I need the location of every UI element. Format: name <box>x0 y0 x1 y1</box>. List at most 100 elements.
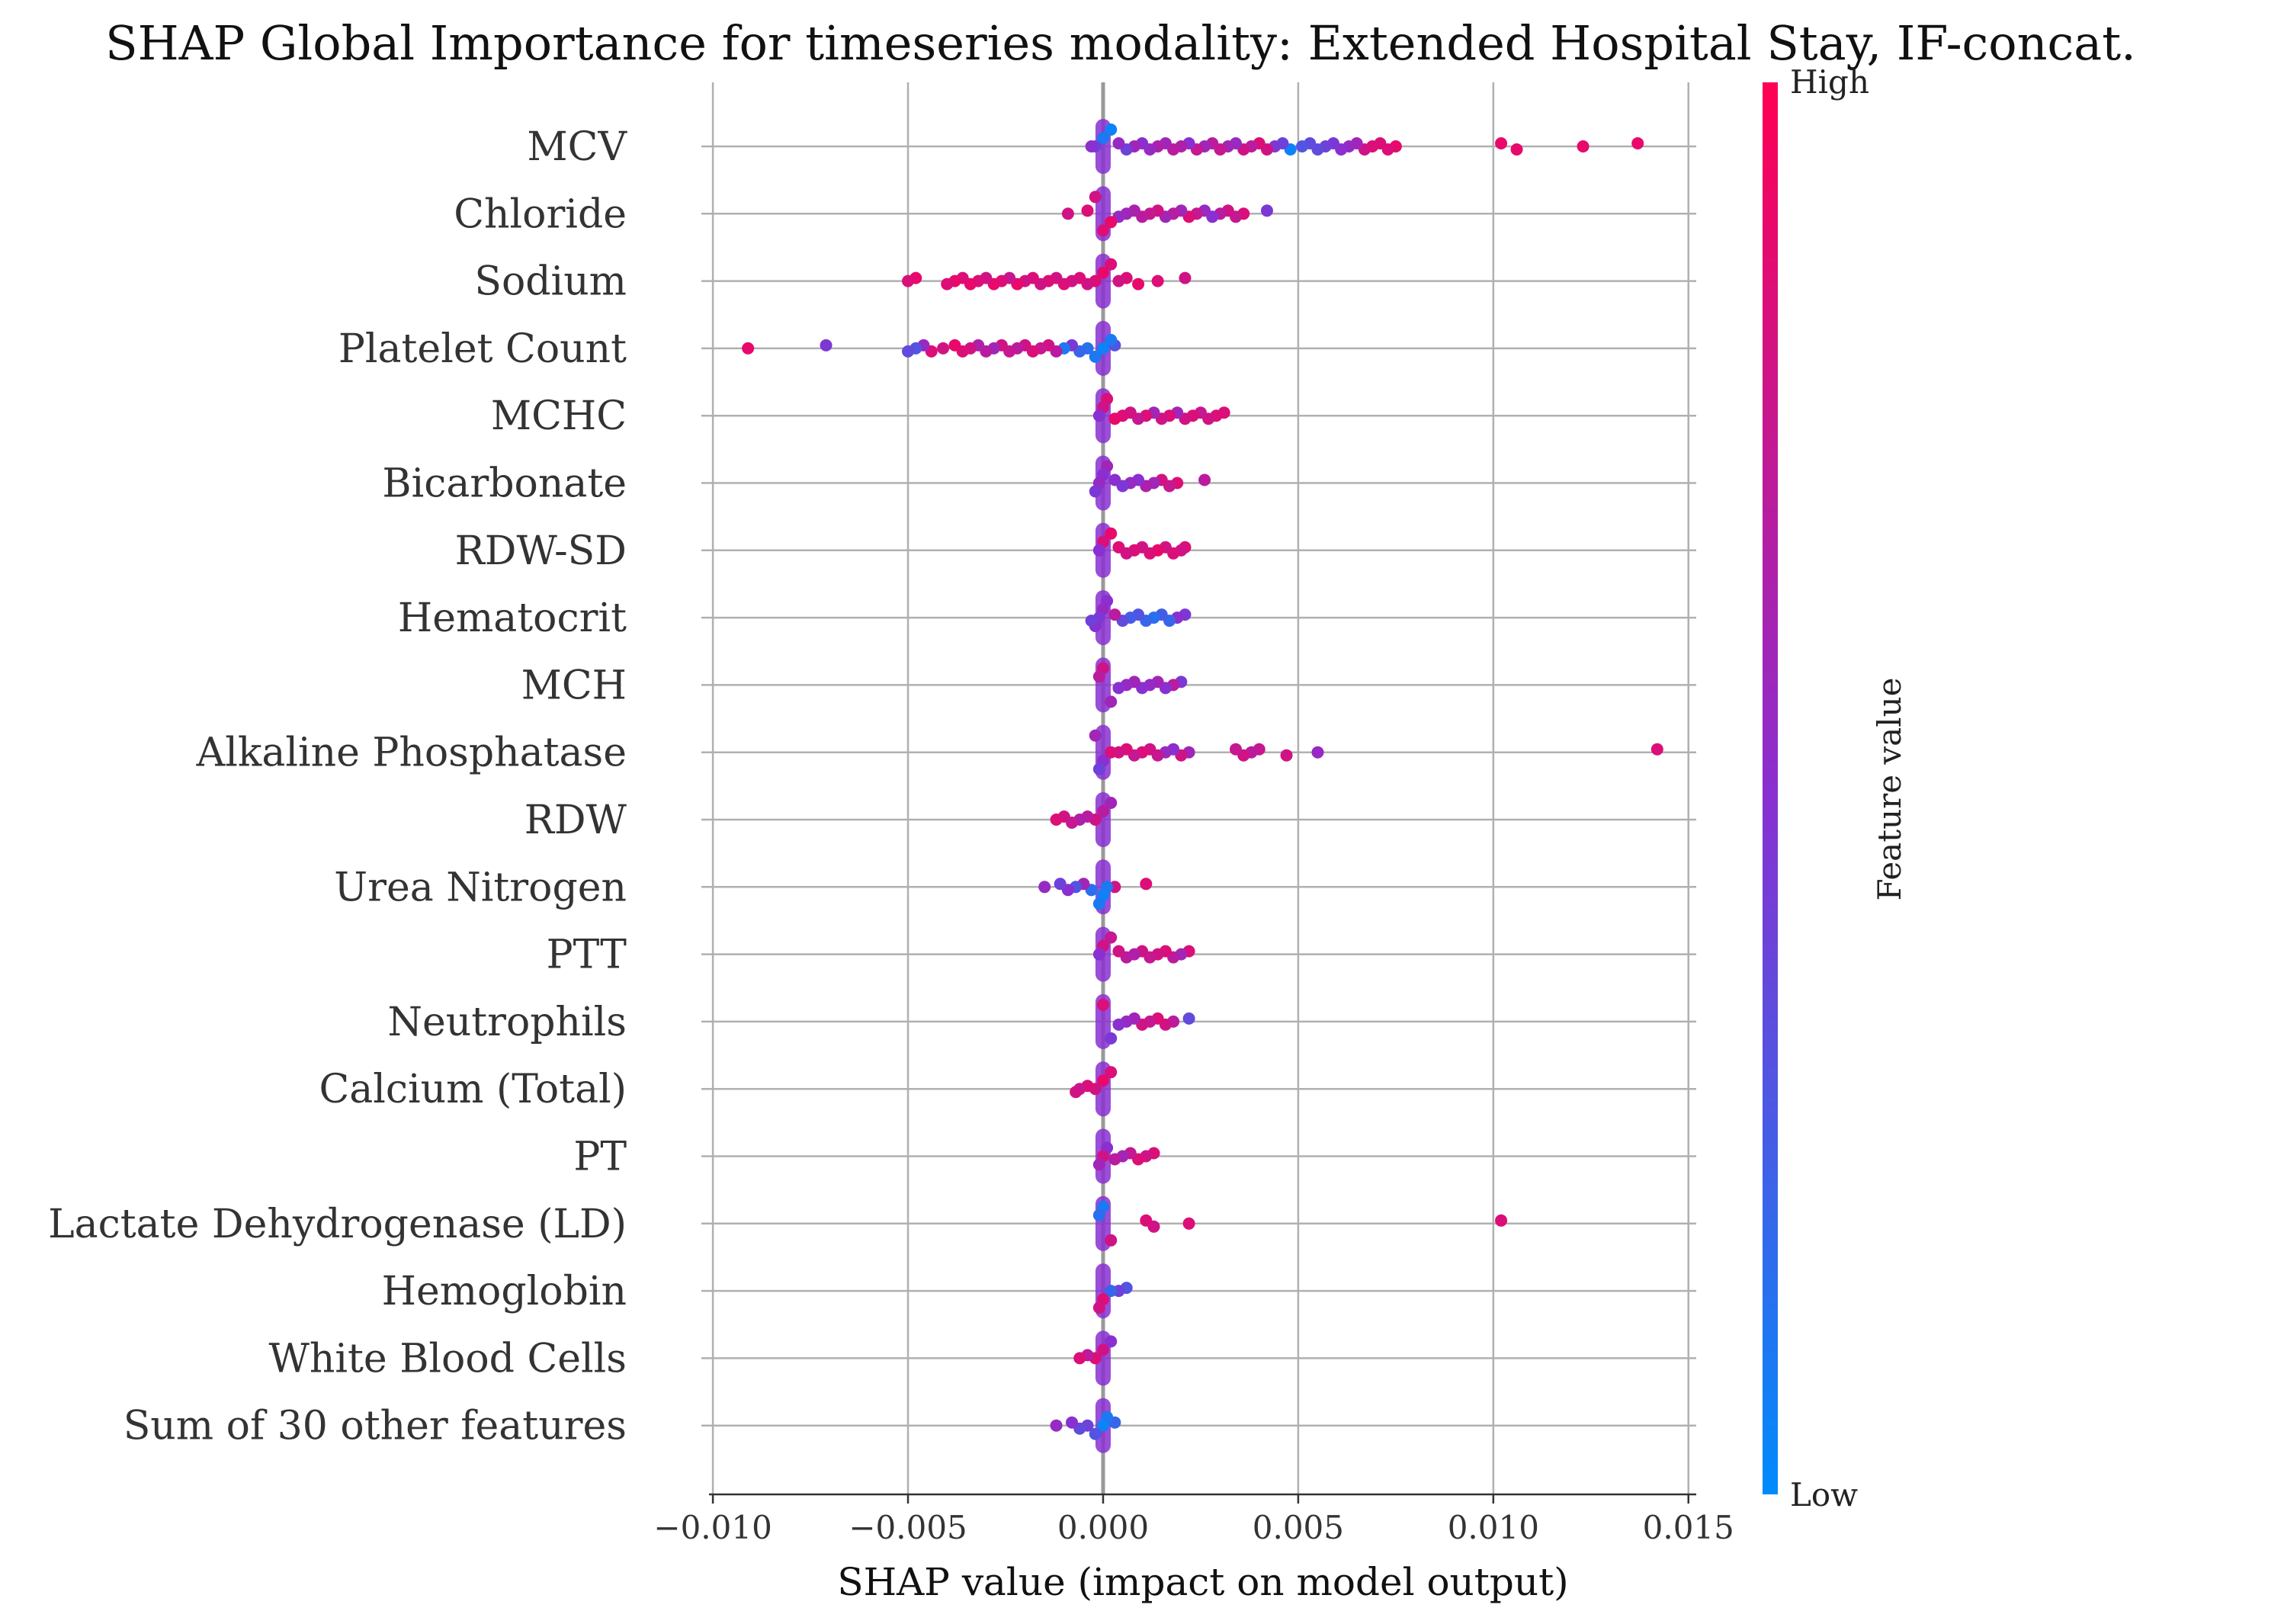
feature-label: Hematocrit <box>398 595 627 641</box>
data-point <box>1089 729 1102 742</box>
data-point <box>1260 204 1273 217</box>
data-point <box>1105 1032 1118 1045</box>
feature-label: Calcium (Total) <box>319 1067 627 1112</box>
data-point <box>1182 1012 1195 1025</box>
data-point <box>902 274 915 287</box>
data-point <box>1096 132 1109 144</box>
feature-label: Bicarbonate <box>382 461 627 507</box>
data-point <box>1092 544 1105 557</box>
data-point <box>1050 814 1063 826</box>
data-point <box>1112 274 1125 287</box>
data-point <box>1105 1234 1118 1247</box>
colorbar-gradient <box>1763 82 1778 1494</box>
data-point <box>1296 140 1309 152</box>
data-point <box>1105 695 1118 708</box>
data-point <box>1096 342 1109 355</box>
data-point <box>1280 749 1293 762</box>
feature-label: Platelet Count <box>338 326 627 372</box>
data-point <box>1132 278 1145 290</box>
x-tick-label: 0.015 <box>1643 1509 1734 1546</box>
feature-label: RDW-SD <box>455 528 627 574</box>
data-point <box>1105 216 1118 229</box>
data-point <box>1105 527 1118 540</box>
data-point <box>1230 743 1243 756</box>
x-tick-label: 0.000 <box>1057 1509 1149 1546</box>
feature-label: Chloride <box>454 191 627 237</box>
data-point <box>742 342 755 355</box>
data-point <box>1092 670 1105 683</box>
feature-label: MCV <box>527 124 627 170</box>
data-point <box>1085 140 1098 152</box>
data-point <box>1105 1066 1118 1079</box>
data-point <box>1105 931 1118 944</box>
data-point <box>1092 409 1105 422</box>
data-point <box>1112 137 1125 149</box>
data-point <box>1105 333 1118 346</box>
data-point <box>1510 143 1523 156</box>
feature-label: Lactate Dehydrogenase (LD) <box>48 1202 627 1247</box>
data-point <box>1151 274 1164 287</box>
data-point <box>1105 124 1118 136</box>
feature-labels: MCV Chloride Sodium Platelet Count MCHC Bicar… <box>48 124 627 1449</box>
feature-label: Sodium <box>474 259 627 305</box>
data-point <box>1105 1285 1118 1298</box>
data-point <box>1096 224 1109 237</box>
data-point <box>1631 137 1644 149</box>
data-point <box>941 278 954 290</box>
data-point <box>1105 258 1118 271</box>
x-tick-label: 0.005 <box>1253 1509 1344 1546</box>
data-point <box>1089 350 1102 363</box>
feature-label: Neutrophils <box>387 1000 627 1045</box>
data-point <box>1096 1074 1109 1087</box>
data-point <box>1105 797 1118 809</box>
data-point <box>820 339 832 351</box>
data-point <box>937 342 950 355</box>
data-point <box>1050 1419 1063 1432</box>
colorbar-high-label: High <box>1790 63 1869 101</box>
data-point <box>1089 191 1102 204</box>
data-point <box>948 339 961 351</box>
data-point <box>1112 945 1125 958</box>
grid-layer <box>701 82 1696 1494</box>
data-point <box>1073 1352 1086 1365</box>
feature-label: MCH <box>521 663 627 708</box>
data-point <box>1108 608 1121 621</box>
x-tick-label: 0.010 <box>1448 1509 1539 1546</box>
feature-label: RDW <box>524 798 627 843</box>
data-point <box>1092 1208 1105 1221</box>
data-point <box>1089 485 1102 498</box>
feature-label: Urea Nitrogen <box>334 865 627 910</box>
data-point <box>1198 473 1211 486</box>
data-point <box>1061 207 1074 220</box>
data-point <box>1096 1419 1109 1432</box>
data-point <box>1092 1158 1105 1171</box>
feature-label: PTT <box>547 932 627 978</box>
data-point <box>1092 948 1105 961</box>
colorbar-title: Feature value <box>1871 677 1908 900</box>
data-point <box>1096 1343 1109 1356</box>
feature-label: Sum of 30 other features <box>124 1404 627 1449</box>
data-point <box>1092 1301 1105 1314</box>
data-point <box>1105 746 1118 759</box>
data-point <box>1179 271 1192 284</box>
x-axis-title: SHAP value (impact on model output) <box>837 1560 1568 1604</box>
data-point <box>1108 473 1121 486</box>
data-point <box>1066 1416 1079 1429</box>
data-point <box>1108 1153 1121 1166</box>
colorbar: High Low Feature value <box>1763 63 1908 1513</box>
data-point <box>1495 137 1508 149</box>
data-point <box>1105 1335 1118 1348</box>
data-point <box>1054 878 1067 891</box>
x-tick-label: −0.005 <box>848 1509 967 1546</box>
data-point <box>1140 1214 1153 1227</box>
chart-title: SHAP Global Importance for timeseries mo… <box>105 15 2136 71</box>
data-point <box>1140 878 1153 891</box>
data-point <box>1096 998 1109 1011</box>
data-point <box>1650 743 1663 756</box>
data-point <box>1495 1214 1508 1227</box>
data-point <box>1108 412 1121 425</box>
feature-label: Hemoglobin <box>382 1269 627 1314</box>
feature-label: White Blood Cells <box>268 1336 627 1382</box>
